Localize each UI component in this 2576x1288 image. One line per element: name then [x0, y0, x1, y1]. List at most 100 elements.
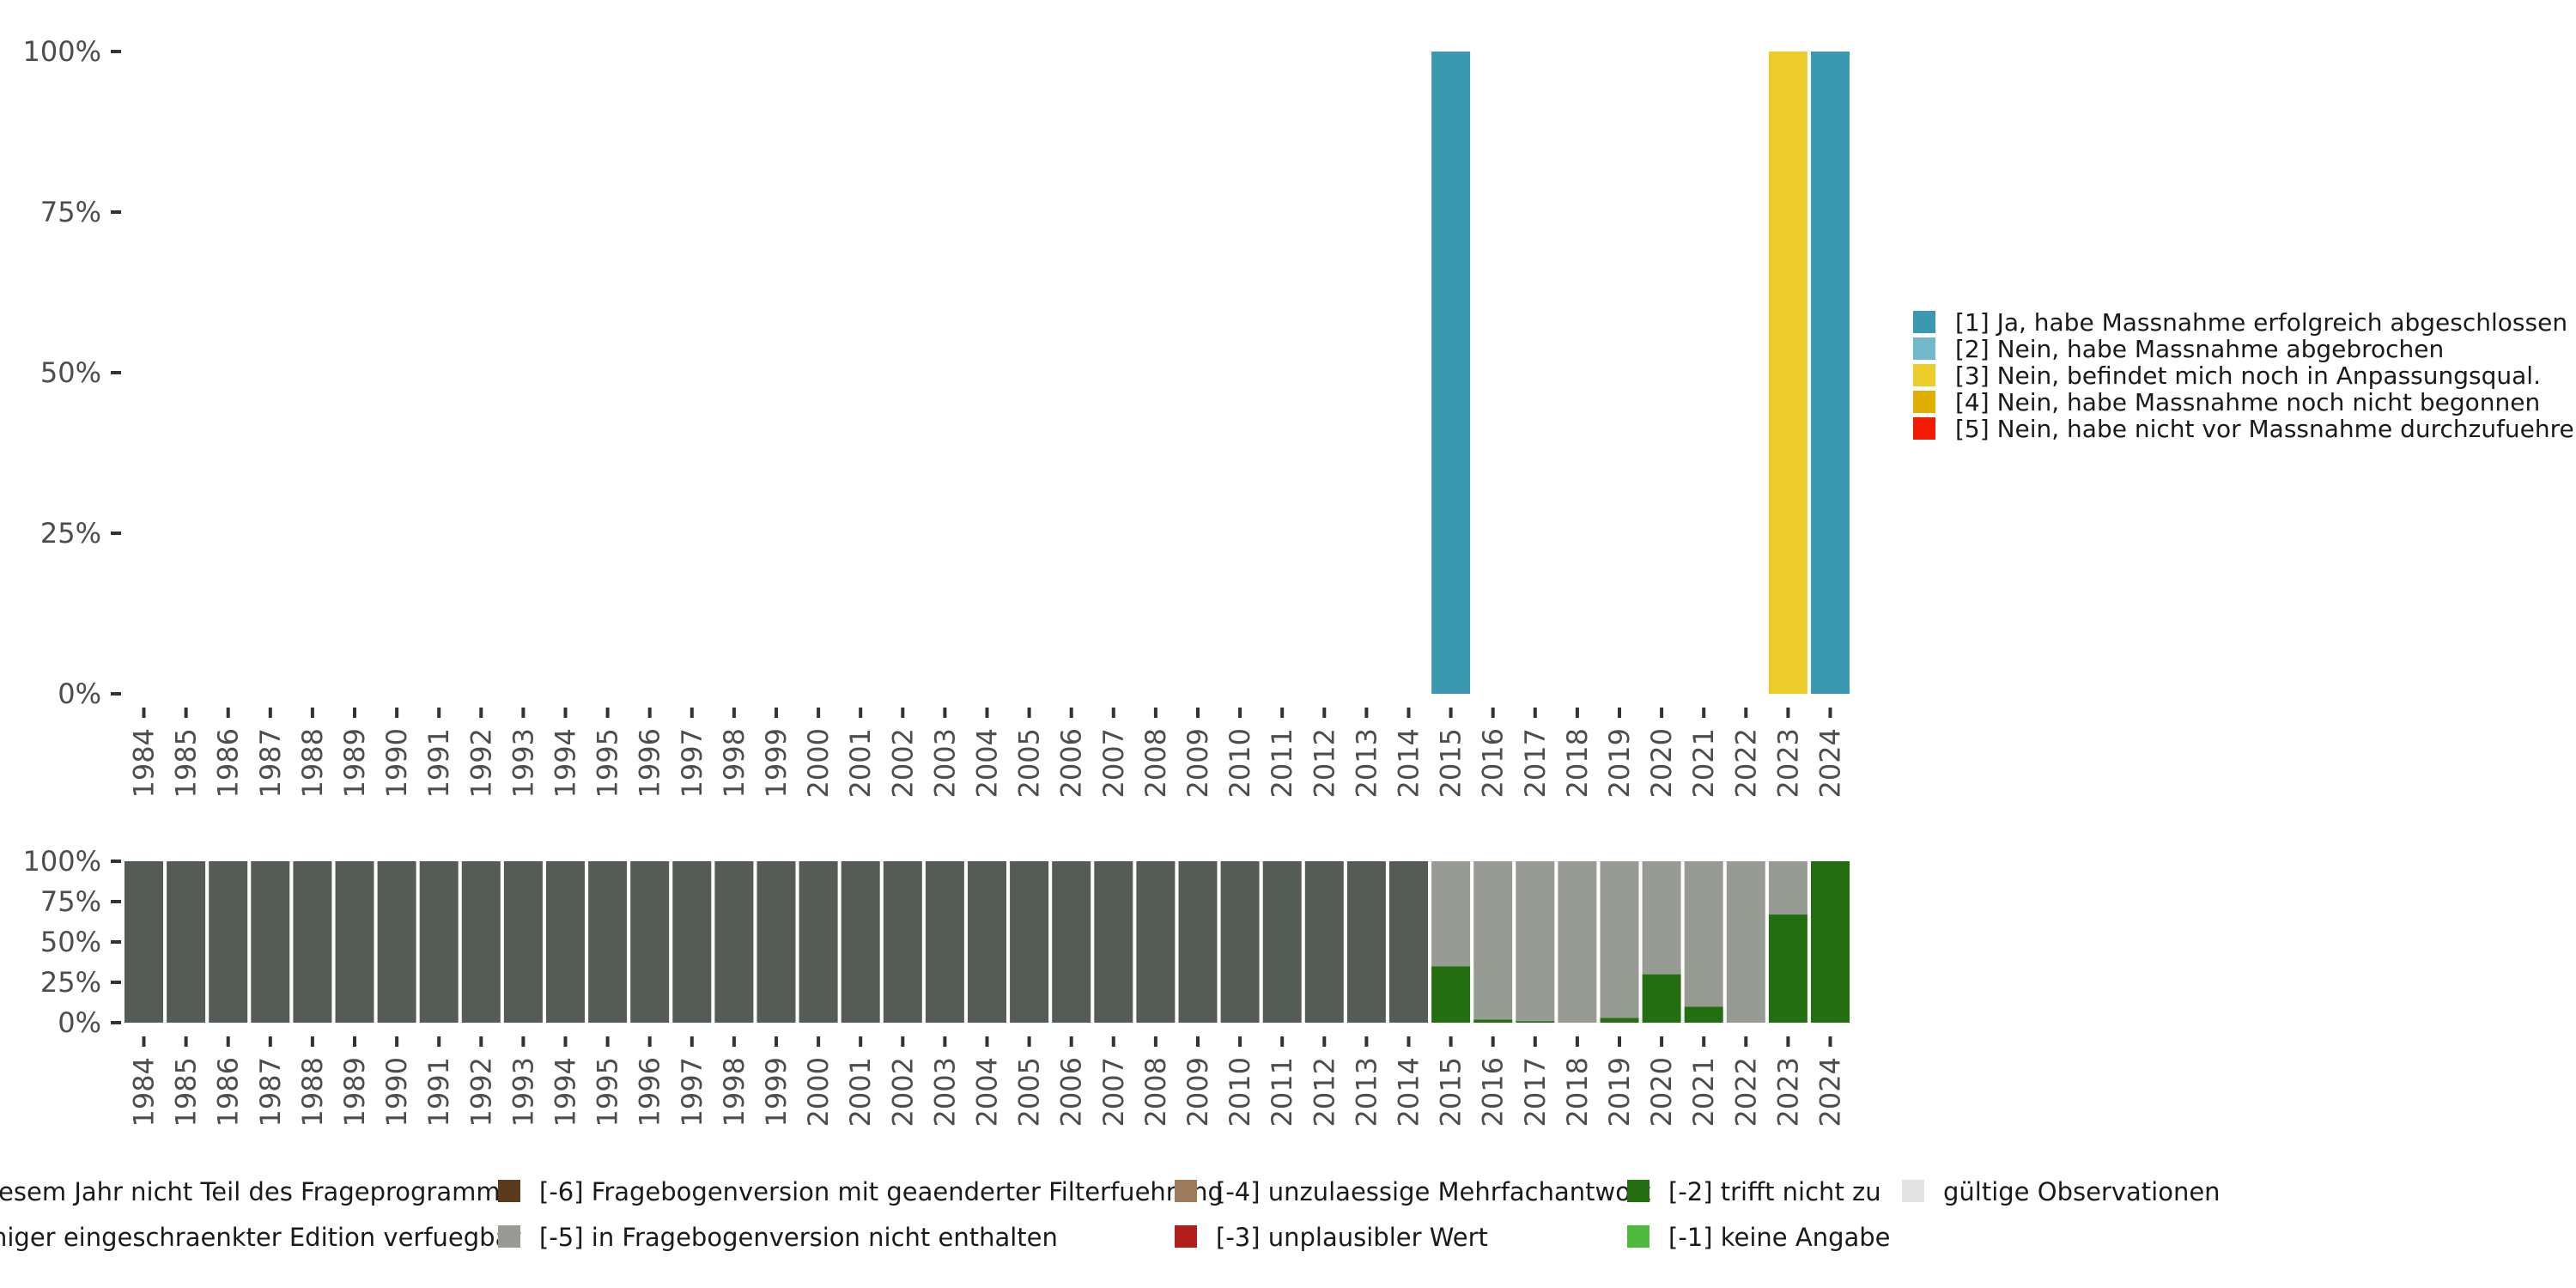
bar-1994-series-2 [546, 861, 585, 1023]
x-tick-label: 1995 [592, 728, 624, 798]
bottom-legend-label-5: [-3] unplausibler Wert [1216, 1223, 1488, 1252]
y-tick-label: 75% [40, 196, 101, 228]
x-tick-label: 2021 [1687, 728, 1720, 798]
x-tick-label: 2012 [1308, 728, 1340, 798]
x-tick-label: 1984 [128, 728, 161, 798]
x-tick-label: 2017 [1519, 728, 1552, 798]
bottom-legend-key-5 [1175, 1225, 1197, 1248]
x-tick-label: 1989 [338, 1057, 371, 1127]
bar-1985-series-2 [167, 861, 206, 1023]
bar-1991-series-2 [419, 861, 459, 1023]
x-tick-label: 1992 [465, 728, 497, 798]
bar-2007-series-2 [1094, 861, 1133, 1023]
x-tick-label: 2005 [1013, 1057, 1046, 1127]
x-tick-label: 2009 [1182, 1057, 1214, 1127]
x-tick-label: 1984 [128, 1057, 161, 1127]
x-tick-label: 2018 [1561, 1057, 1594, 1127]
x-tick-label: 1991 [422, 1057, 455, 1127]
x-tick-label: 2019 [1603, 728, 1636, 798]
bar-2004-series-2 [968, 861, 1006, 1023]
bottom-legend: iesem Jahr nicht Teil des Frageprogramms… [0, 1177, 2221, 1252]
bottom-legend-label-2: [-6] Fragebogenversion mit geaenderter F… [539, 1177, 1224, 1206]
bottom-legend-label-3: [-5] in Fragebogenversion nicht enthalte… [539, 1223, 1058, 1252]
x-tick-label: 1992 [465, 1057, 497, 1127]
bar-2014-series-2 [1389, 861, 1428, 1023]
x-tick-label: 2003 [928, 728, 961, 798]
bar-1998-series-2 [714, 861, 754, 1023]
x-tick-label: 2007 [1097, 1057, 1130, 1127]
x-tick-label: 2024 [1814, 1057, 1847, 1127]
bar-2013-series-2 [1346, 861, 1386, 1023]
bar-2023-series-1 [1768, 861, 1807, 915]
x-tick-label: 2017 [1519, 1057, 1552, 1127]
x-tick-label: 1993 [507, 1057, 539, 1127]
bar-2012-series-2 [1304, 861, 1344, 1023]
bottom-legend-key-7 [1627, 1225, 1649, 1248]
x-tick-label: 1989 [338, 728, 371, 798]
x-tick-label: 2004 [971, 728, 1004, 798]
x-tick-label: 2005 [1013, 728, 1046, 798]
x-tick-label: 2010 [1224, 728, 1256, 798]
legend-label-5: [5] Nein, habe nicht vor Massnahme durch… [1955, 415, 2576, 443]
x-tick-label: 2004 [971, 1057, 1004, 1127]
x-tick-label: 1988 [296, 1057, 329, 1127]
x-tick-label: 1994 [550, 728, 582, 798]
x-tick-label: 1996 [634, 728, 666, 798]
bar-2005-series-2 [1010, 861, 1049, 1023]
y-tick-label: 50% [40, 926, 101, 958]
bar-2021-series-1 [1684, 861, 1723, 1007]
x-tick-label: 2011 [1266, 728, 1298, 798]
x-tick-label: 1987 [254, 1057, 287, 1127]
x-tick-label: 1998 [718, 728, 750, 798]
y-tick-label: 100% [23, 845, 101, 878]
legend-key-3 [1913, 364, 1935, 386]
bar-1996-series-2 [630, 861, 670, 1023]
x-tick-label: 2022 [1729, 1057, 1762, 1127]
x-tick-label: 1991 [422, 728, 455, 798]
legend-label-2: [2] Nein, habe Massnahme abgebrochen [1955, 335, 2444, 363]
x-tick-label: 2013 [1350, 728, 1382, 798]
bar-2010-series-2 [1220, 861, 1260, 1023]
legend-key-5 [1913, 417, 1935, 440]
legend-key-4 [1913, 391, 1935, 413]
x-tick-label: 1999 [760, 728, 793, 798]
bar-2019-series-1 [1600, 861, 1639, 1018]
bar-2003-series-2 [925, 861, 964, 1023]
y-tick-label: 0% [58, 677, 101, 710]
x-tick-label: 2016 [1477, 728, 1510, 798]
x-tick-label: 2020 [1645, 1057, 1678, 1127]
bar-2023-series-2 [1768, 52, 1807, 694]
bar-1984-series-2 [125, 861, 163, 1023]
x-tick-label: 1999 [760, 1057, 793, 1127]
x-tick-label: 2015 [1435, 1057, 1467, 1127]
x-tick-label: 2006 [1055, 1057, 1088, 1127]
y-tick-label: 25% [40, 966, 101, 999]
x-tick-label: 2012 [1308, 1057, 1340, 1127]
x-tick-label: 2020 [1645, 728, 1678, 798]
bottom-legend-key-8 [1902, 1180, 1924, 1202]
x-tick-label: 2008 [1139, 1057, 1172, 1127]
bar-2019-series-0 [1600, 1018, 1639, 1023]
bar-2016-series-0 [1473, 1019, 1513, 1023]
legend-label-4: [4] Nein, habe Massnahme noch nicht bego… [1955, 388, 2540, 416]
bar-2008-series-2 [1136, 861, 1176, 1023]
bar-1995-series-2 [588, 861, 628, 1023]
x-tick-label: 2011 [1266, 1057, 1298, 1127]
bar-2015-series-0 [1431, 966, 1471, 1023]
x-tick-label: 2000 [802, 1057, 835, 1127]
bar-2024-series-0 [1811, 861, 1850, 1023]
bar-2009-series-2 [1178, 861, 1218, 1023]
x-tick-label: 2008 [1139, 728, 1172, 798]
legend-key-1 [1913, 311, 1935, 333]
bar-2017-series-1 [1516, 861, 1555, 1022]
x-tick-label: 2002 [886, 728, 919, 798]
x-tick-label: 2006 [1055, 728, 1088, 798]
y-tick-label: 0% [58, 1006, 101, 1039]
bar-1999-series-2 [756, 861, 796, 1023]
bar-2021-series-0 [1684, 1006, 1723, 1023]
bottom-panel: 0% 25% 50% 75% 100% 1984 1985 1986 1987 1988 1989 1… [23, 845, 1850, 1127]
y-tick-label: 100% [23, 35, 101, 68]
bar-1993-series-2 [503, 861, 543, 1023]
x-tick-label: 2023 [1771, 728, 1804, 798]
